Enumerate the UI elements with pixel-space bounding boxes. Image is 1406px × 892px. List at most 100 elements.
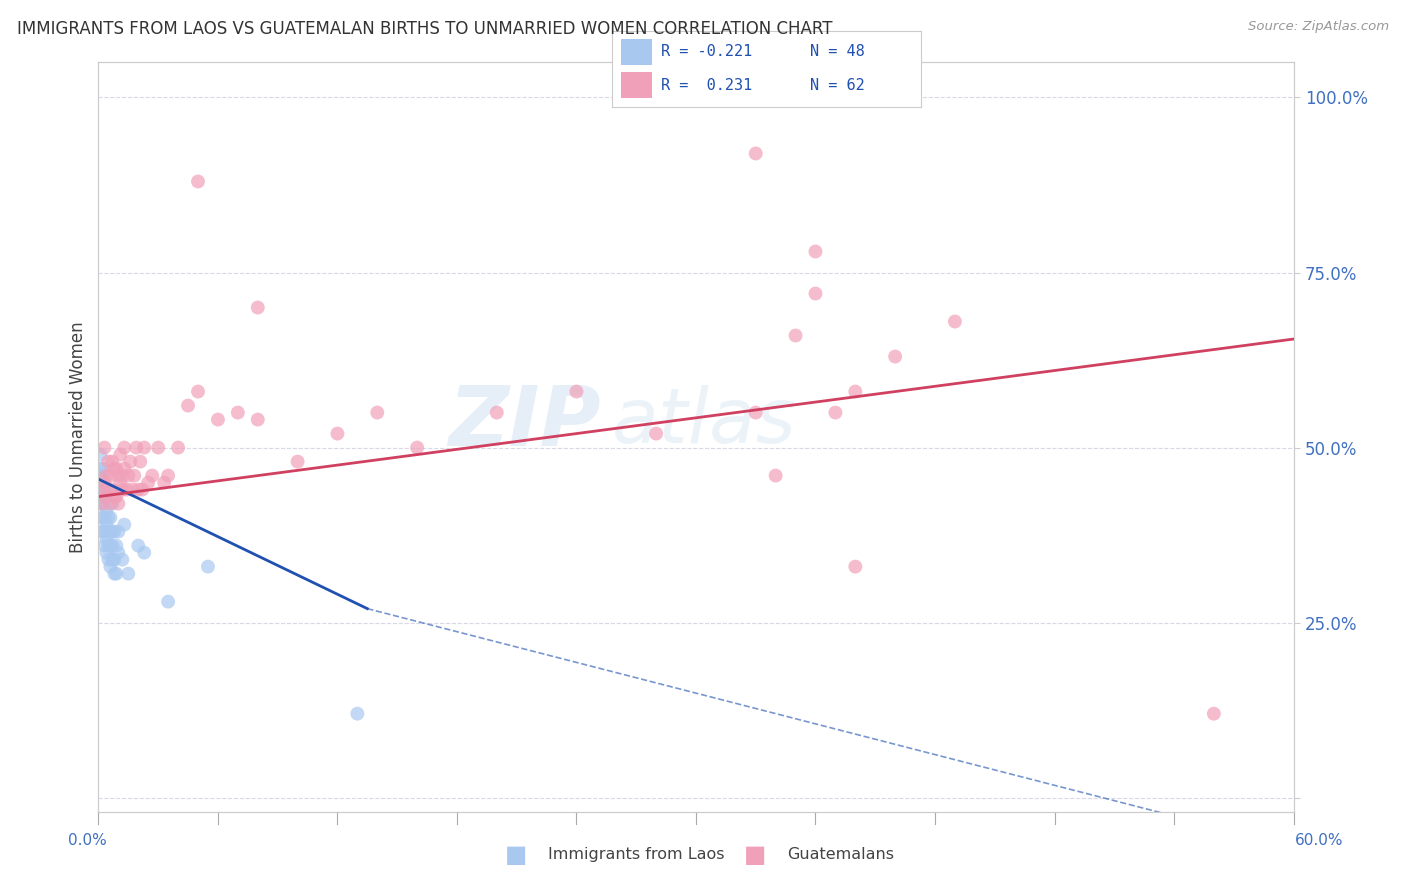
Point [117,468,139,483]
Point [103,461,125,475]
Point [89,483,111,497]
Point [148,441,170,455]
Point [91,510,114,524]
Text: Guatemalans: Guatemalans [787,847,894,862]
Point [103,566,125,581]
Point [93,483,115,497]
Point [134,546,156,560]
Point [96,517,118,532]
Text: atlas: atlas [613,385,797,459]
Point [89,483,111,497]
Point [246,412,269,426]
Point [745,146,768,161]
Point [98,539,122,553]
Point [101,497,124,511]
Point [366,406,388,420]
Point [89,448,111,462]
Point [98,497,122,511]
Point [287,454,309,468]
Point [98,510,122,524]
Point [785,328,807,343]
Point [136,475,159,490]
Text: ■: ■ [744,843,766,866]
Text: IMMIGRANTS FROM LAOS VS GUATEMALAN BIRTHS TO UNMARRIED WOMEN CORRELATION CHART: IMMIGRANTS FROM LAOS VS GUATEMALAN BIRTH… [17,20,832,37]
Point [101,524,124,539]
Point [124,468,146,483]
Point [105,539,128,553]
Point [91,497,114,511]
Point [804,244,827,259]
Point [89,490,111,504]
Point [115,483,138,497]
Point [157,594,180,608]
Point [97,483,120,497]
Point [110,448,132,462]
Point [89,468,111,483]
Point [91,483,114,497]
Point [97,524,120,539]
Point [101,454,124,468]
Point [844,384,866,399]
Point [884,350,907,364]
Point [107,546,129,560]
Point [101,483,124,497]
Point [117,566,139,581]
Point [112,441,135,455]
Point [91,461,114,475]
Text: ■: ■ [505,843,527,866]
Text: 0.0%: 0.0% [67,833,107,847]
Point [326,426,349,441]
Text: R = -0.221: R = -0.221 [661,45,752,59]
Point [96,546,118,560]
Point [121,483,143,497]
Point [96,532,118,546]
Point [112,461,135,475]
Point [197,559,219,574]
Point [91,524,114,539]
Point [96,503,118,517]
Point [97,454,120,468]
Point [93,441,115,455]
Point [112,517,135,532]
Point [129,454,152,468]
Point [91,468,114,483]
Point [101,539,124,553]
Point [107,497,129,511]
Bar [621,38,652,64]
Point [645,426,668,441]
Point [141,468,163,483]
Point [167,441,190,455]
Point [93,497,115,511]
Point [765,468,787,483]
Point [406,441,429,455]
Point [1202,706,1225,721]
Point [96,490,118,504]
Point [89,461,111,475]
Point [97,539,120,553]
Point [107,468,129,483]
Point [131,483,153,497]
Bar [621,72,652,98]
Point [134,441,156,455]
Point [103,524,125,539]
Point [111,483,134,497]
Point [110,475,132,490]
Point [105,461,128,475]
Point [187,384,209,399]
Point [120,454,142,468]
Point [111,552,134,566]
Text: Source: ZipAtlas.com: Source: ZipAtlas.com [1249,20,1389,33]
Point [565,384,588,399]
Point [93,510,115,524]
Point [153,475,176,490]
Point [98,559,122,574]
Text: R =  0.231: R = 0.231 [661,78,752,93]
Text: 60.0%: 60.0% [1295,833,1343,847]
Point [105,566,128,581]
Point [346,706,368,721]
Y-axis label: Births to Unmarried Women: Births to Unmarried Women [69,321,87,553]
Point [93,539,115,553]
Point [111,468,134,483]
Point [103,490,125,504]
Point [93,475,115,490]
